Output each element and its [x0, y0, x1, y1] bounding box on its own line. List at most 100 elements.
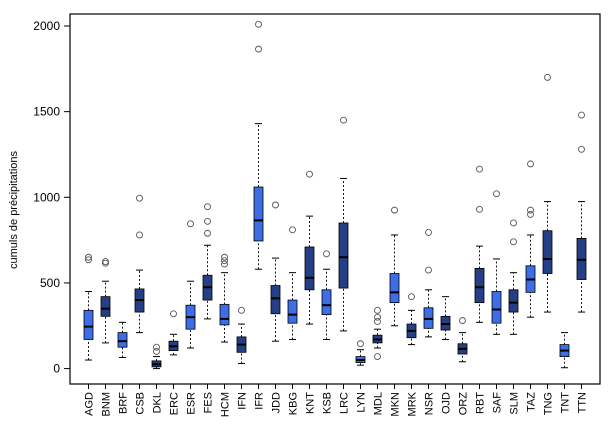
box-ORZ [457, 317, 468, 363]
box-KNT [304, 170, 315, 325]
outlier-point [374, 306, 381, 314]
outlier-point [578, 145, 585, 153]
x-tick-label: ORZ [458, 392, 470, 416]
x-tick-label: TNG [543, 392, 555, 415]
box-LYN [355, 340, 366, 366]
x-tick-label: AGD [84, 392, 96, 416]
outlier-point [425, 228, 432, 236]
x-tick-label: IFN [237, 392, 249, 410]
box-body [542, 230, 553, 274]
box-body [389, 273, 400, 304]
box-body [508, 289, 519, 313]
outlier-point [255, 45, 262, 53]
box-body [338, 222, 349, 289]
outlier-point [153, 348, 160, 355]
box-body [270, 285, 281, 315]
outlier-point [255, 20, 262, 28]
outlier-point [85, 256, 92, 264]
box-MKN [389, 206, 400, 327]
outlier-point [425, 266, 432, 274]
y-tick-label: 500 [40, 276, 60, 290]
box-ESR [185, 220, 196, 349]
outlier-point [204, 203, 211, 211]
outlier-point [493, 190, 500, 198]
y-tick-label: 2000 [33, 19, 60, 33]
x-tick-label: MRK [407, 391, 419, 416]
outlier-point [357, 340, 364, 348]
box-body [83, 309, 94, 340]
box-body [100, 296, 111, 317]
box-body [304, 246, 315, 291]
outlier-point [272, 201, 279, 209]
box-IFN [236, 306, 247, 364]
outlier-point [476, 165, 483, 173]
box-ERC [168, 310, 179, 356]
box-RBT [474, 165, 485, 323]
x-tick-label: SLM [509, 392, 521, 415]
x-tick-label: JDD [271, 392, 283, 413]
outlier-point [204, 229, 211, 237]
x-tick-label: TAZ [526, 392, 538, 412]
x-tick-label: CSB [135, 392, 147, 415]
outlier-point [102, 259, 109, 267]
outlier-point [510, 238, 517, 246]
y-axis: 0 500 1000 1500 2000 [33, 19, 70, 376]
box-MRK [406, 293, 417, 346]
box-body [287, 299, 298, 324]
box-BRF [117, 321, 128, 358]
boxes-layer [83, 20, 587, 370]
box-body [474, 267, 485, 304]
outlier-point [221, 253, 228, 261]
outlier-point [85, 253, 92, 261]
box-TTN [576, 111, 587, 313]
box-KSB [321, 250, 332, 340]
x-tick-label: OJD [441, 392, 453, 414]
x-tick-label: DKL [152, 392, 164, 413]
box-IFR [253, 20, 264, 270]
x-tick-label: NSR [424, 392, 436, 415]
x-tick-label: SAF [492, 392, 504, 414]
outlier-point [374, 353, 381, 361]
y-tick-label: 0 [53, 362, 60, 376]
box-OJD [440, 296, 451, 340]
x-tick-label: IFR [254, 392, 266, 410]
outlier-point [306, 170, 313, 178]
outlier-point [323, 250, 330, 258]
outlier-point [170, 310, 177, 318]
x-tick-label: TNT [560, 392, 572, 414]
box-LRC [338, 116, 349, 332]
x-tick-label: MKN [390, 392, 402, 417]
x-tick-label: KNT [305, 392, 317, 414]
outlier-point [187, 220, 194, 228]
outlier-point [544, 73, 551, 81]
box-TAZ [525, 160, 536, 318]
x-tick-label: ERC [169, 392, 181, 415]
outlier-point [527, 160, 534, 168]
box-KBG [287, 226, 298, 340]
outlier-point [476, 205, 483, 213]
outlier-point [527, 206, 534, 214]
box-body [117, 332, 128, 348]
box-NSR [423, 228, 434, 338]
outlier-point [204, 217, 211, 225]
outlier-point [221, 257, 228, 265]
box-TNG [542, 73, 553, 313]
outlier-point [578, 111, 585, 119]
box-BNM [100, 258, 111, 344]
x-tick-label: BNM [101, 392, 113, 416]
outlier-point [340, 116, 347, 124]
x-tick-label: FES [203, 392, 215, 413]
x-tick-label: MDL [373, 392, 385, 415]
outlier-point [408, 293, 415, 301]
y-tick-label: 1500 [33, 105, 60, 119]
x-tick-label: KSB [322, 392, 334, 414]
box-SLM [508, 219, 519, 335]
x-tick-label: LYN [356, 392, 368, 413]
outlier-point [289, 226, 296, 234]
outlier-point [238, 306, 245, 314]
box-FES [202, 203, 213, 320]
y-tick-label: 1000 [33, 190, 60, 204]
x-tick-label: HCM [220, 392, 232, 417]
box-HCM [219, 253, 230, 343]
